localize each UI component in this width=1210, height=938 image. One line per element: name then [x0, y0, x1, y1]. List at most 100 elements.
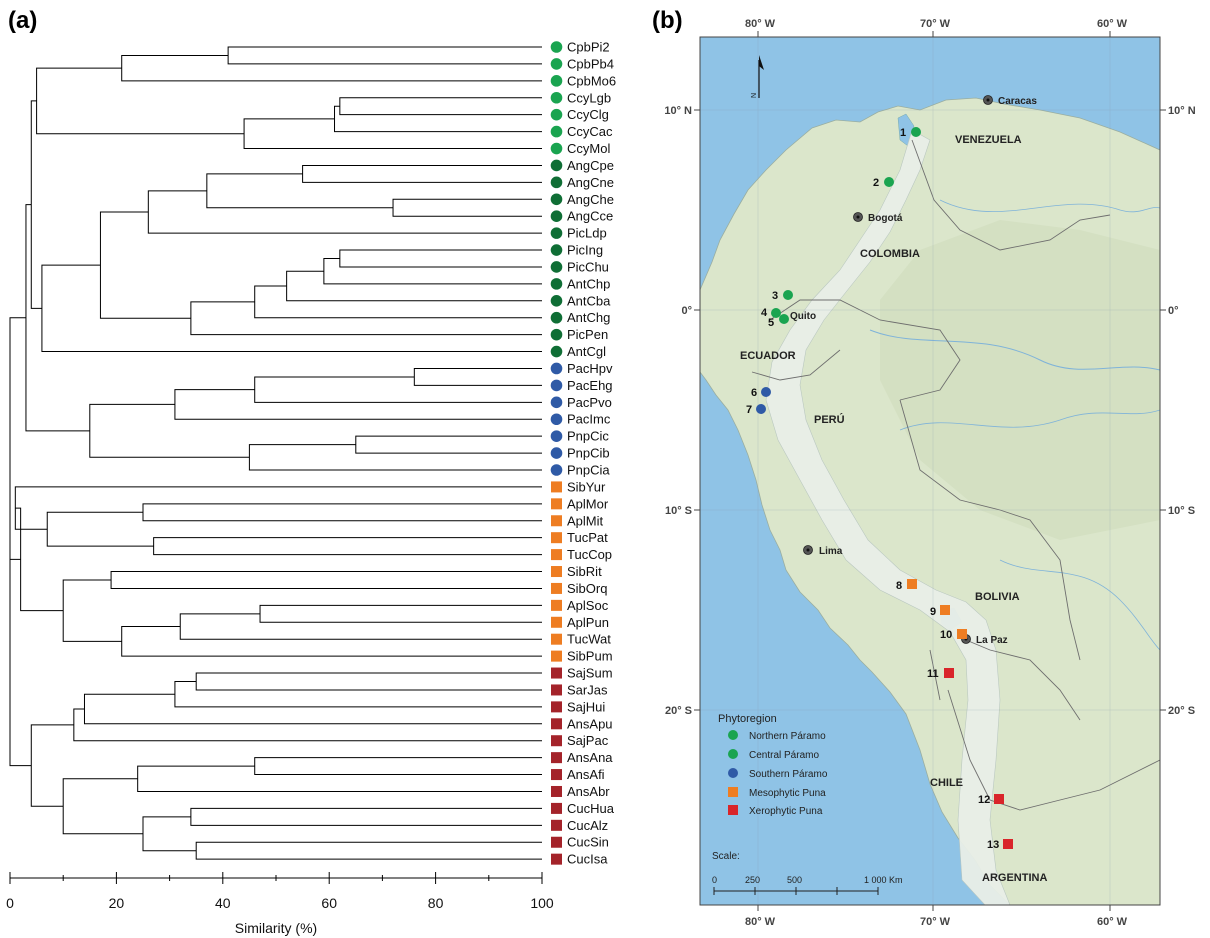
left-lat-label: 10° S	[665, 505, 692, 517]
leaf-marker	[551, 566, 562, 578]
river	[999, 559, 1160, 651]
city-label: Quito	[790, 311, 816, 322]
right-lat-label: 20° S	[1168, 705, 1195, 717]
x-axis-title: Similarity (%)	[235, 920, 317, 936]
legend-marker	[728, 749, 738, 759]
leaf-marker	[550, 176, 563, 189]
leaf-label: AntCgl	[567, 344, 606, 359]
legend-label: Southern Páramo	[749, 769, 828, 780]
city-marker	[983, 95, 993, 105]
leaf-label: CcyMol	[567, 141, 610, 156]
leaf-label: AngCne	[567, 175, 614, 190]
river	[939, 199, 1160, 213]
left-lat-label: 0°	[681, 305, 692, 317]
site-9-marker	[940, 605, 950, 615]
leaf-marker	[550, 244, 563, 256]
bottom-lon-label: 60° W	[1097, 916, 1128, 928]
river	[899, 409, 1160, 431]
dendrogram-branch	[36, 67, 245, 135]
leaf-label: SibOrq	[567, 581, 607, 596]
site-1-label: 1	[900, 127, 906, 139]
dendrogram-branch	[227, 46, 542, 65]
leaf-marker	[550, 464, 563, 476]
dendrogram-branch	[46, 511, 154, 547]
leaf-label: PicChu	[567, 259, 609, 274]
leaf-marker	[551, 633, 562, 645]
dendrogram-branch	[73, 708, 542, 742]
leaf-label: SibYur	[567, 479, 606, 494]
city-label: Bogotá	[868, 213, 903, 224]
top-lon-label: 60° W	[1097, 18, 1128, 30]
dendrogram-branch	[254, 376, 542, 403]
top-lon-label: 70° W	[920, 18, 951, 30]
leaf-label: SajHui	[567, 699, 605, 714]
leaf-marker	[551, 785, 562, 797]
site-4-label: 4	[761, 307, 768, 319]
map-ticks	[694, 31, 1166, 911]
leaf-marker	[550, 362, 563, 375]
dendrogram-branch	[9, 438, 32, 767]
leaf-marker	[550, 91, 563, 104]
leaf-label: AplSoc	[567, 598, 609, 613]
city-marker	[853, 212, 863, 222]
city-label: La Paz	[976, 635, 1008, 646]
left-lat-label: 20° S	[665, 705, 692, 717]
dendrogram-branch	[121, 626, 542, 657]
axis-tick-label: 0	[6, 895, 14, 911]
axis-tick-label: 100	[530, 895, 554, 911]
leaf-marker	[551, 718, 562, 730]
leaf-marker	[551, 853, 562, 865]
leaf-label: PicPen	[567, 327, 608, 342]
site-5-marker	[779, 314, 789, 324]
site-13-marker	[1003, 839, 1013, 849]
site-8-label: 8	[896, 580, 902, 592]
dendrogram-leaf-markers	[550, 41, 563, 865]
leaf-label: AnsAbr	[567, 784, 610, 799]
site-2-label: 2	[873, 177, 879, 189]
leaf-label: CpbPb4	[567, 56, 614, 71]
site-2-marker	[884, 177, 894, 187]
dendrogram-branch	[83, 693, 542, 725]
leaf-label: CucSin	[567, 835, 609, 850]
leaf-label: AplPun	[567, 615, 609, 630]
dendrogram-branch	[110, 571, 542, 589]
leaf-label: AplMit	[567, 513, 604, 528]
similarity-axis: 0 20 40 60 80 100	[6, 872, 554, 911]
leaf-marker	[551, 701, 562, 713]
legend-label: Mesophytic Puna	[749, 788, 826, 799]
dendrogram-branch	[41, 264, 542, 353]
leaf-marker	[551, 650, 562, 662]
leaf-marker	[550, 447, 563, 459]
leaf-label: AntChg	[567, 310, 610, 325]
site-1-marker	[911, 127, 921, 137]
leaf-marker	[551, 769, 562, 781]
leaf-marker	[551, 616, 562, 628]
leaf-marker	[550, 345, 563, 358]
dendrogram-branch	[323, 258, 542, 285]
site-3-marker	[783, 290, 793, 300]
leaf-label: CucAlz	[567, 818, 608, 833]
dendrogram-branch	[302, 164, 542, 183]
legend-marker	[728, 768, 738, 778]
leaf-label: PacHpv	[567, 361, 613, 376]
dendrogram-branch	[286, 270, 542, 302]
leaf-marker	[551, 735, 562, 747]
andes-highlands	[765, 129, 1011, 905]
right-lat-label: 10° S	[1168, 505, 1195, 517]
leaf-label: AnsApu	[567, 716, 613, 731]
legend-label: Central Páramo	[749, 750, 819, 761]
dendrogram-branch	[179, 613, 542, 640]
country-label: PERÚ	[814, 413, 845, 426]
leaf-marker	[551, 752, 562, 764]
dendrogram-branch	[14, 486, 542, 530]
country-label: COLOMBIA	[860, 248, 920, 260]
leaf-label: SajPac	[567, 733, 609, 748]
top-lon-label: 80° W	[745, 18, 776, 30]
leaf-label: AngCpe	[567, 158, 614, 173]
leaf-marker	[551, 549, 562, 561]
panel-b-label: (b)	[652, 7, 683, 34]
map: 80° W 70° W 60° W 80° W 70° W 60° W 10° …	[664, 18, 1195, 928]
dendrogram-branch	[392, 198, 542, 217]
dendrogram-branch	[137, 765, 542, 792]
